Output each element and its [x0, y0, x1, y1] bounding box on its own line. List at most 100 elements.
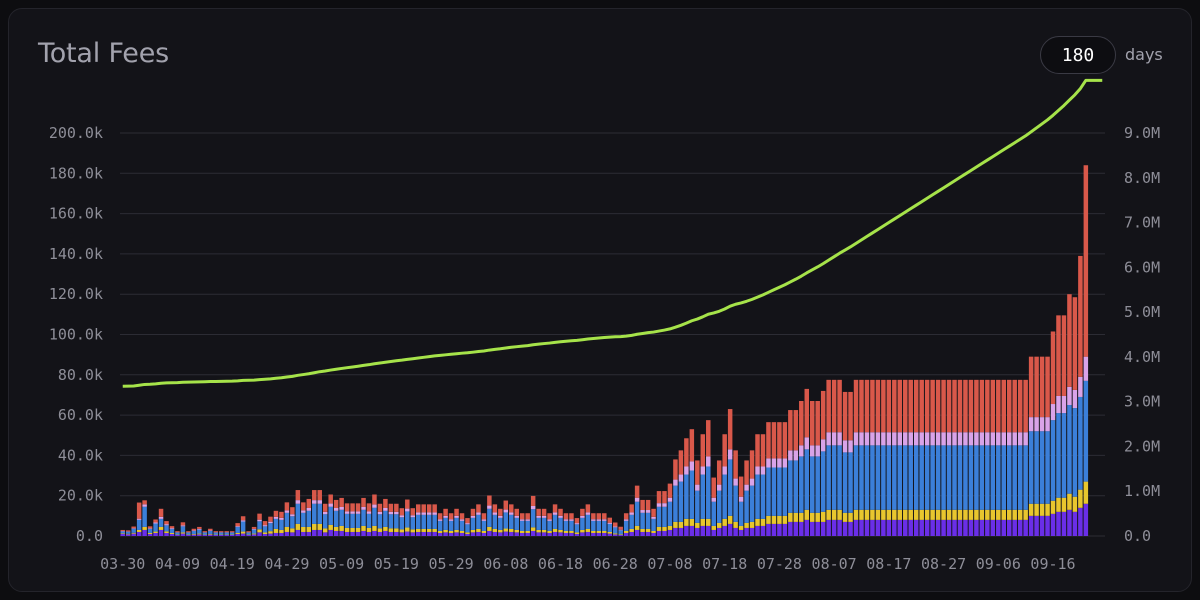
bar-segment: [465, 524, 470, 533]
bar-segment: [875, 509, 881, 520]
bar-segment: [695, 522, 700, 528]
bar-segment: [744, 490, 749, 523]
bar-segment: [312, 500, 317, 504]
bar-segment: [903, 445, 908, 510]
bar-segment: [202, 532, 208, 535]
bar-segment: [749, 527, 755, 536]
bar-segment: [186, 534, 191, 536]
bar-segment: [350, 531, 355, 536]
bar-segment: [437, 532, 443, 536]
bar-segment: [886, 445, 892, 510]
cumulative-line: [122, 78, 1103, 388]
bar-segment: [733, 521, 738, 528]
bar-segment: [623, 519, 629, 521]
bar-segment: [820, 439, 826, 452]
bar-segment: [831, 519, 837, 536]
bar-segment: [1006, 445, 1012, 510]
bar-segment: [153, 519, 158, 523]
bar-segment: [536, 515, 541, 518]
bar-segment: [437, 530, 443, 533]
bar-segment: [415, 504, 421, 513]
bar-segment: [208, 533, 213, 535]
bar-segment: [1072, 297, 1078, 390]
bar-segment: [558, 517, 563, 530]
bar-segment: [602, 519, 607, 521]
bar-segment: [853, 445, 859, 510]
bar-segment: [454, 515, 459, 518]
bar-segment: [848, 452, 853, 513]
days-range-input[interactable]: 180: [1040, 36, 1116, 74]
bar-segment: [344, 513, 350, 528]
bar-segment: [585, 512, 591, 515]
x-tick-label: 07-18: [702, 555, 747, 573]
bar-segment: [897, 445, 903, 510]
bar-segment: [996, 445, 1001, 510]
bar-segment: [963, 379, 968, 433]
bar-segment: [372, 525, 377, 531]
bar-segment: [673, 527, 678, 536]
bar-segment: [968, 509, 974, 520]
bar-segment: [443, 529, 448, 533]
bar-segment: [1061, 413, 1067, 498]
bar-segment: [667, 501, 673, 526]
bar-segment: [782, 422, 788, 459]
bar-segment: [191, 530, 197, 531]
bar-segment: [919, 445, 924, 510]
bar-segment: [322, 503, 328, 512]
bar-segment: [492, 514, 498, 529]
y-left-tick-label: 160.0k: [49, 205, 103, 223]
bar-segment: [218, 531, 224, 533]
bar-segment: [191, 533, 197, 535]
bar-segment: [399, 515, 405, 518]
bar-segment: [377, 503, 383, 512]
bar-segment: [919, 432, 924, 446]
bar-segment: [607, 522, 613, 524]
bar-segment: [826, 432, 831, 446]
y-right-tick-label: 1.0M: [1124, 482, 1160, 500]
bar-segment: [596, 532, 602, 536]
y-right-tick-label: 7.0M: [1124, 214, 1160, 232]
bar-segment: [1045, 431, 1050, 504]
bar-segment: [607, 517, 613, 523]
bar-segment: [251, 534, 257, 536]
bar-segment: [213, 531, 219, 533]
bar-segment: [147, 528, 153, 533]
bar-segment: [339, 530, 344, 536]
bar-segment: [651, 508, 656, 517]
bar-segment: [279, 532, 284, 536]
bar-segment: [979, 379, 985, 433]
bar-segment: [574, 518, 580, 524]
bar-segment: [1056, 395, 1061, 414]
bar-segment: [120, 533, 125, 534]
bar-segment: [552, 531, 558, 536]
bar-segment: [142, 504, 147, 507]
bar-segment: [235, 523, 240, 527]
bar-segment: [804, 449, 810, 510]
bar-segment: [372, 504, 377, 508]
bar-segment: [158, 518, 164, 527]
bar-segment: [618, 526, 623, 530]
y-right-tick-label: 2.0M: [1124, 437, 1160, 455]
bar-segment: [859, 445, 864, 510]
bar-segment: [623, 513, 629, 520]
bar-segment: [530, 509, 536, 528]
bar-segment: [454, 508, 459, 516]
bar-segment: [695, 527, 700, 536]
bar-segment: [957, 519, 963, 536]
bar-segment: [727, 449, 733, 460]
x-tick-label: 07-08: [647, 555, 692, 573]
bar-segment: [136, 529, 142, 532]
bar-segment: [514, 515, 519, 518]
bar-segment: [465, 523, 470, 525]
bar-segment: [634, 529, 640, 536]
bar-segment: [476, 531, 481, 536]
bar-segment: [383, 526, 388, 531]
bar-segment: [640, 531, 645, 536]
bar-segment: [361, 509, 366, 526]
bar-segment: [481, 532, 487, 536]
bar-segment: [722, 434, 727, 467]
bar-segment: [273, 518, 279, 529]
bar-segment: [306, 498, 312, 508]
x-tick-label: 06-08: [483, 555, 528, 573]
